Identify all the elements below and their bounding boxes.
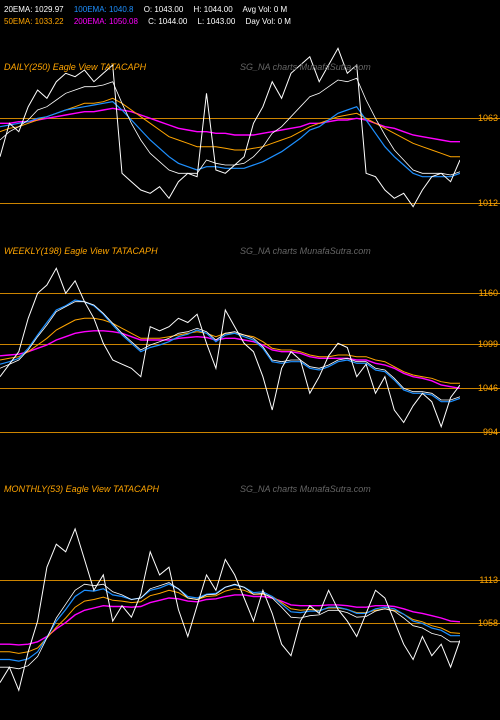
y-axis-label: 1058 <box>478 618 498 628</box>
y-axis-label: 1046 <box>478 383 498 393</box>
ema200-line <box>0 331 460 389</box>
chart-container: 20EMA: 1029.97 100EMA: 1040.8 O: 1043.00… <box>0 0 500 720</box>
ema100-line <box>0 102 460 177</box>
chart-svg <box>0 498 460 698</box>
ema200-label: 200EMA: 1050.08 <box>74 17 138 26</box>
ema20-line <box>0 302 460 400</box>
ema50-label: 50EMA: 1033.22 <box>4 17 64 26</box>
ema100-line <box>0 300 460 402</box>
chart-header: 20EMA: 1029.97 100EMA: 1040.8 O: 1043.00… <box>4 4 496 32</box>
y-axis-label: 1012 <box>478 198 498 208</box>
chart-panel: WEEKLY(198) Eagle View TATACAPHSG_NA cha… <box>0 260 460 460</box>
panel-title: DAILY(250) Eagle View TATACAPH <box>4 62 146 72</box>
y-axis-label: 994 <box>483 427 498 437</box>
avgvol-label: Avg Vol: 0 M <box>242 5 287 14</box>
ema200-line <box>0 108 460 141</box>
chart-panel: MONTHLY(53) Eagle View TATACAPHSG_NA cha… <box>0 498 460 698</box>
ema100-label: 100EMA: 1040.8 <box>74 5 134 14</box>
chart-svg <box>0 260 460 460</box>
y-axis-label: 1160 <box>479 288 498 298</box>
site-credit: SG_NA charts MunafaSutra.com <box>240 246 371 256</box>
site-credit: SG_NA charts MunafaSutra.com <box>240 62 371 72</box>
ema20-label: 20EMA: 1029.97 <box>4 5 64 14</box>
y-axis-label: 1099 <box>478 339 498 349</box>
panel-title: WEEKLY(198) Eagle View TATACAPH <box>4 246 158 256</box>
site-credit: SG_NA charts MunafaSutra.com <box>240 484 371 494</box>
y-axis-label: 1063 <box>478 113 498 123</box>
ema50-line <box>0 589 460 654</box>
panel-title: MONTHLY(53) Eagle View TATACAPH <box>4 484 159 494</box>
ema20-line <box>0 78 460 175</box>
dayvol-label: Day Vol: 0 M <box>246 17 291 26</box>
y-axis-label: 1113 <box>479 575 498 585</box>
ema50-line <box>0 318 460 383</box>
high-label: H: 1044.00 <box>194 5 233 14</box>
close-label: C: 1044.00 <box>148 17 187 26</box>
open-label: O: 1043.00 <box>144 5 184 14</box>
ema200-line <box>0 595 460 645</box>
price-line <box>0 268 460 426</box>
chart-panel: DAILY(250) Eagle View TATACAPH SG_NA char… <box>0 40 460 240</box>
low-label: L: 1043.00 <box>198 17 236 26</box>
